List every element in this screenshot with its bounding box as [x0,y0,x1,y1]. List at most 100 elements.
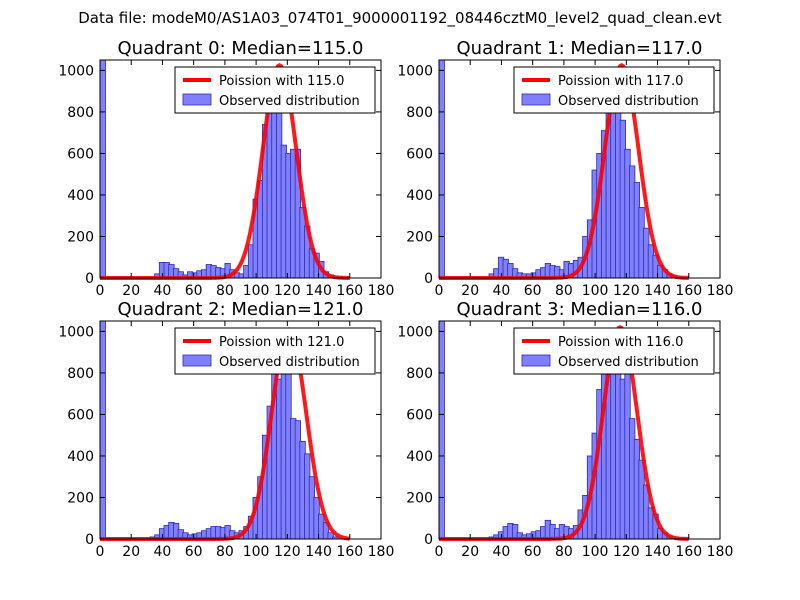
x-tick-label: 120 [274,283,301,299]
legend: Poission with 116.0 Observed distribution [513,327,715,375]
legend-bar-swatch [182,93,212,106]
x-tick-label: 60 [524,283,542,299]
y-tick-label: 200 [67,490,94,506]
axes-frame [99,59,382,279]
x-tick-label: 120 [613,544,640,560]
x-tick-label: 180 [368,283,395,299]
y-tick-label: 600 [406,146,433,162]
axes-frame [438,320,721,540]
y-tick-label: 400 [406,449,433,465]
y-tick-label: 0 [424,271,433,287]
legend-line-label: Poission with 117.0 [558,74,683,89]
y-tick-label: 1000 [58,324,94,340]
histogram-bar [438,320,445,540]
legend-line-label: Poission with 115.0 [219,74,344,89]
y-tick-label: 400 [67,188,94,204]
y-tick-label: 0 [424,532,433,548]
x-tick-label: 180 [368,544,395,560]
x-tick-label: 140 [644,544,671,560]
legend-line-label: Poission with 121.0 [219,335,344,350]
axes-frame [99,320,382,540]
legend-bar-label: Observed distribution [558,94,699,109]
x-tick-label: 40 [493,283,511,299]
legend-bar-label: Observed distribution [219,94,360,109]
legend: Poission with 117.0 Observed distribution [513,66,715,114]
y-tick-label: 400 [406,188,433,204]
axes-frame [438,59,721,279]
x-tick-label: 20 [461,544,479,560]
x-tick-label: 160 [675,544,702,560]
x-tick-label: 0 [96,283,105,299]
x-tick-label: 80 [216,544,234,560]
figure-suptitle: Data file: modeM0/AS1A03_074T01_90000011… [78,9,722,28]
x-tick-label: 40 [154,283,172,299]
x-tick-label: 40 [493,544,511,560]
x-tick-label: 20 [122,544,140,560]
legend-box [513,66,715,114]
plot-title: Quadrant 0: Median=115.0 [118,38,364,59]
legend-bar-swatch [521,354,551,367]
plot-title: Quadrant 1: Median=117.0 [457,38,703,59]
histogram-bar [99,59,106,279]
x-tick-label: 140 [644,283,671,299]
x-tick-label: 60 [524,544,542,560]
x-tick-label: 100 [582,283,609,299]
y-tick-label: 0 [85,271,94,287]
y-tick-label: 800 [67,366,94,382]
subplot-quadrant-3: Quadrant 3: Median=116.00 20 40 60 80 100 120 1… [397,299,733,560]
legend: Poission with 115.0 Observed distribution [174,66,376,114]
x-tick-label: 0 [435,283,444,299]
x-tick-label: 100 [582,544,609,560]
legend-box [513,327,715,375]
y-tick-label: 800 [406,105,433,121]
legend-bar-label: Observed distribution [558,355,699,370]
y-tick-label: 1000 [397,63,433,79]
y-tick-label: 200 [406,490,433,506]
x-tick-label: 100 [243,544,270,560]
subplot-quadrant-0: Quadrant 0: Median=115.00 20 40 60 80 100 120 1… [58,38,394,299]
legend-bar-swatch [521,93,551,106]
y-tick-label: 600 [67,407,94,423]
y-tick-label: 600 [406,407,433,423]
y-tick-label: 200 [406,229,433,245]
y-tick-label: 1000 [58,63,94,79]
legend: Poission with 121.0 Observed distribution [174,327,376,375]
x-tick-label: 100 [243,283,270,299]
plot-title: Quadrant 3: Median=116.0 [457,299,703,320]
x-tick-label: 120 [613,283,640,299]
x-tick-label: 160 [336,544,363,560]
histogram-bar [438,59,445,279]
y-tick-label: 800 [67,105,94,121]
legend-bar-label: Observed distribution [219,355,360,370]
y-tick-label: 600 [67,146,94,162]
x-tick-label: 0 [435,544,444,560]
subplot-quadrant-1: Quadrant 1: Median=117.00 20 40 60 80 100 120 1… [397,38,733,299]
x-tick-label: 160 [675,283,702,299]
y-tick-label: 400 [67,449,94,465]
x-tick-label: 80 [555,283,573,299]
x-tick-label: 180 [707,283,734,299]
x-tick-label: 140 [305,544,332,560]
legend-bar-swatch [182,354,212,367]
y-tick-label: 0 [85,532,94,548]
y-tick-label: 1000 [397,324,433,340]
subplot-quadrant-2: Quadrant 2: Median=121.00 20 40 60 80 100 120 1… [58,299,394,560]
legend-line-label: Poission with 116.0 [558,335,683,350]
y-tick-label: 800 [406,366,433,382]
x-tick-label: 180 [707,544,734,560]
x-tick-label: 120 [274,544,301,560]
x-tick-label: 160 [336,283,363,299]
x-tick-label: 20 [461,283,479,299]
plot-title: Quadrant 2: Median=121.0 [118,299,364,320]
x-tick-label: 80 [216,283,234,299]
x-tick-label: 40 [154,544,172,560]
x-tick-label: 60 [185,544,203,560]
x-tick-label: 80 [555,544,573,560]
x-tick-label: 140 [305,283,332,299]
y-tick-label: 200 [67,229,94,245]
x-tick-label: 0 [96,544,105,560]
x-tick-label: 60 [185,283,203,299]
x-tick-label: 20 [122,283,140,299]
histogram-bar [99,320,106,540]
